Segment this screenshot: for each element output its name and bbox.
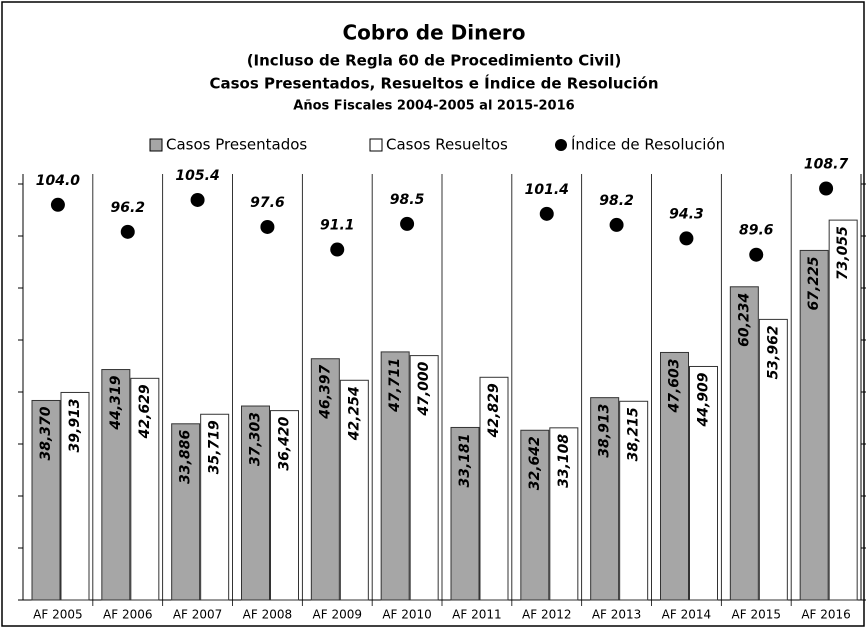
legend-swatch [555,139,567,151]
x-tick-label: AF 2007 [173,608,222,622]
dot [749,247,764,262]
value-label: 32,642 [527,436,543,490]
bar [590,397,620,601]
bar [310,358,340,601]
bar [241,405,270,601]
value-label: 47,711 [387,358,403,413]
legend-swatch [149,138,163,152]
bar [380,351,410,601]
x-tick-label: AF 2005 [33,608,82,622]
bar [200,413,230,601]
value-label: 42,254 [346,386,362,441]
value-label: 73,055 [835,226,851,280]
bar [479,376,509,601]
dot [120,224,135,239]
bar [130,377,160,601]
x-tick-label: AF 2014 [662,608,711,622]
bar [689,365,718,601]
dot [400,216,415,231]
value-label: 105.4 [175,168,219,184]
dot [679,231,694,246]
value-label: 38,370 [38,406,54,460]
x-tick-label: AF 2013 [592,608,641,622]
value-label: 108.7 [804,157,849,173]
value-label: 36,420 [277,416,293,470]
bar [619,400,649,601]
value-label: 46,397 [317,364,333,419]
legend-label: Casos Resueltos [386,136,508,154]
dot [190,192,205,207]
chart-subtitle: (Incluso de Regla 60 de Procedimiento Ci… [247,52,622,70]
dot [539,206,554,221]
x-tick-label: AF 2009 [313,608,362,622]
x-tick-label: AF 2016 [801,608,850,622]
x-tick-label: AF 2015 [732,608,781,622]
x-tick-label: AF 2011 [452,608,501,622]
value-label: 38,215 [626,407,642,461]
legend-swatch [369,138,383,152]
bar [828,219,858,601]
bar [339,379,369,601]
bar [31,399,61,601]
dot [260,219,275,234]
value-label: 33,108 [556,434,572,488]
bar [450,426,480,601]
value-label: 98.5 [390,192,425,208]
value-label: 91.1 [320,218,355,234]
value-label: 33,181 [457,433,473,487]
legend-label: Casos Presentados [166,136,307,154]
value-label: 60,234 [736,293,752,347]
value-label: 42,829 [486,383,502,438]
chart-title: Cobro de Dinero [342,21,525,45]
x-tick-label: AF 2012 [522,608,571,622]
value-label: 37,303 [248,412,264,466]
value-label: 38,913 [597,404,613,458]
bar [101,369,131,601]
bar [758,318,788,601]
value-label: 98.2 [599,193,634,209]
bar [729,286,759,601]
value-label: 44,319 [108,375,124,430]
dot [330,242,345,257]
bar [549,427,579,601]
bar [171,423,201,601]
dot [819,181,834,196]
value-label: 47,000 [416,361,432,416]
bar [520,429,550,601]
value-label: 39,913 [67,398,83,452]
x-tick-label: AF 2006 [103,608,152,622]
dot [50,197,65,212]
dot [609,217,624,232]
value-label: 42,629 [137,384,153,439]
bar [270,410,299,601]
value-label: 44,909 [696,372,712,427]
value-label: 94.3 [669,206,704,222]
value-label: 96.2 [110,200,145,216]
value-label: 35,719 [207,420,223,474]
value-label: 47,603 [667,358,683,413]
x-tick-label: AF 2010 [382,608,431,622]
value-label: 67,225 [806,256,822,310]
value-label: 97.6 [250,195,285,211]
bar [60,391,90,601]
value-label: 104.0 [36,173,81,189]
legend-label: Índice de Resolución [571,135,725,154]
x-tick-label: AF 2008 [243,608,292,622]
bar [799,249,829,601]
bar [660,351,689,601]
bar [409,355,439,601]
value-label: 101.4 [525,182,569,198]
value-label: 33,886 [178,430,194,484]
chart-subtitle: Casos Presentados, Resueltos e Índice de… [209,74,658,93]
value-label: 89.6 [739,223,774,239]
value-label: 53,962 [765,325,781,379]
chart-subtitle: Años Fiscales 2004-2005 al 2015-2016 [293,99,574,114]
